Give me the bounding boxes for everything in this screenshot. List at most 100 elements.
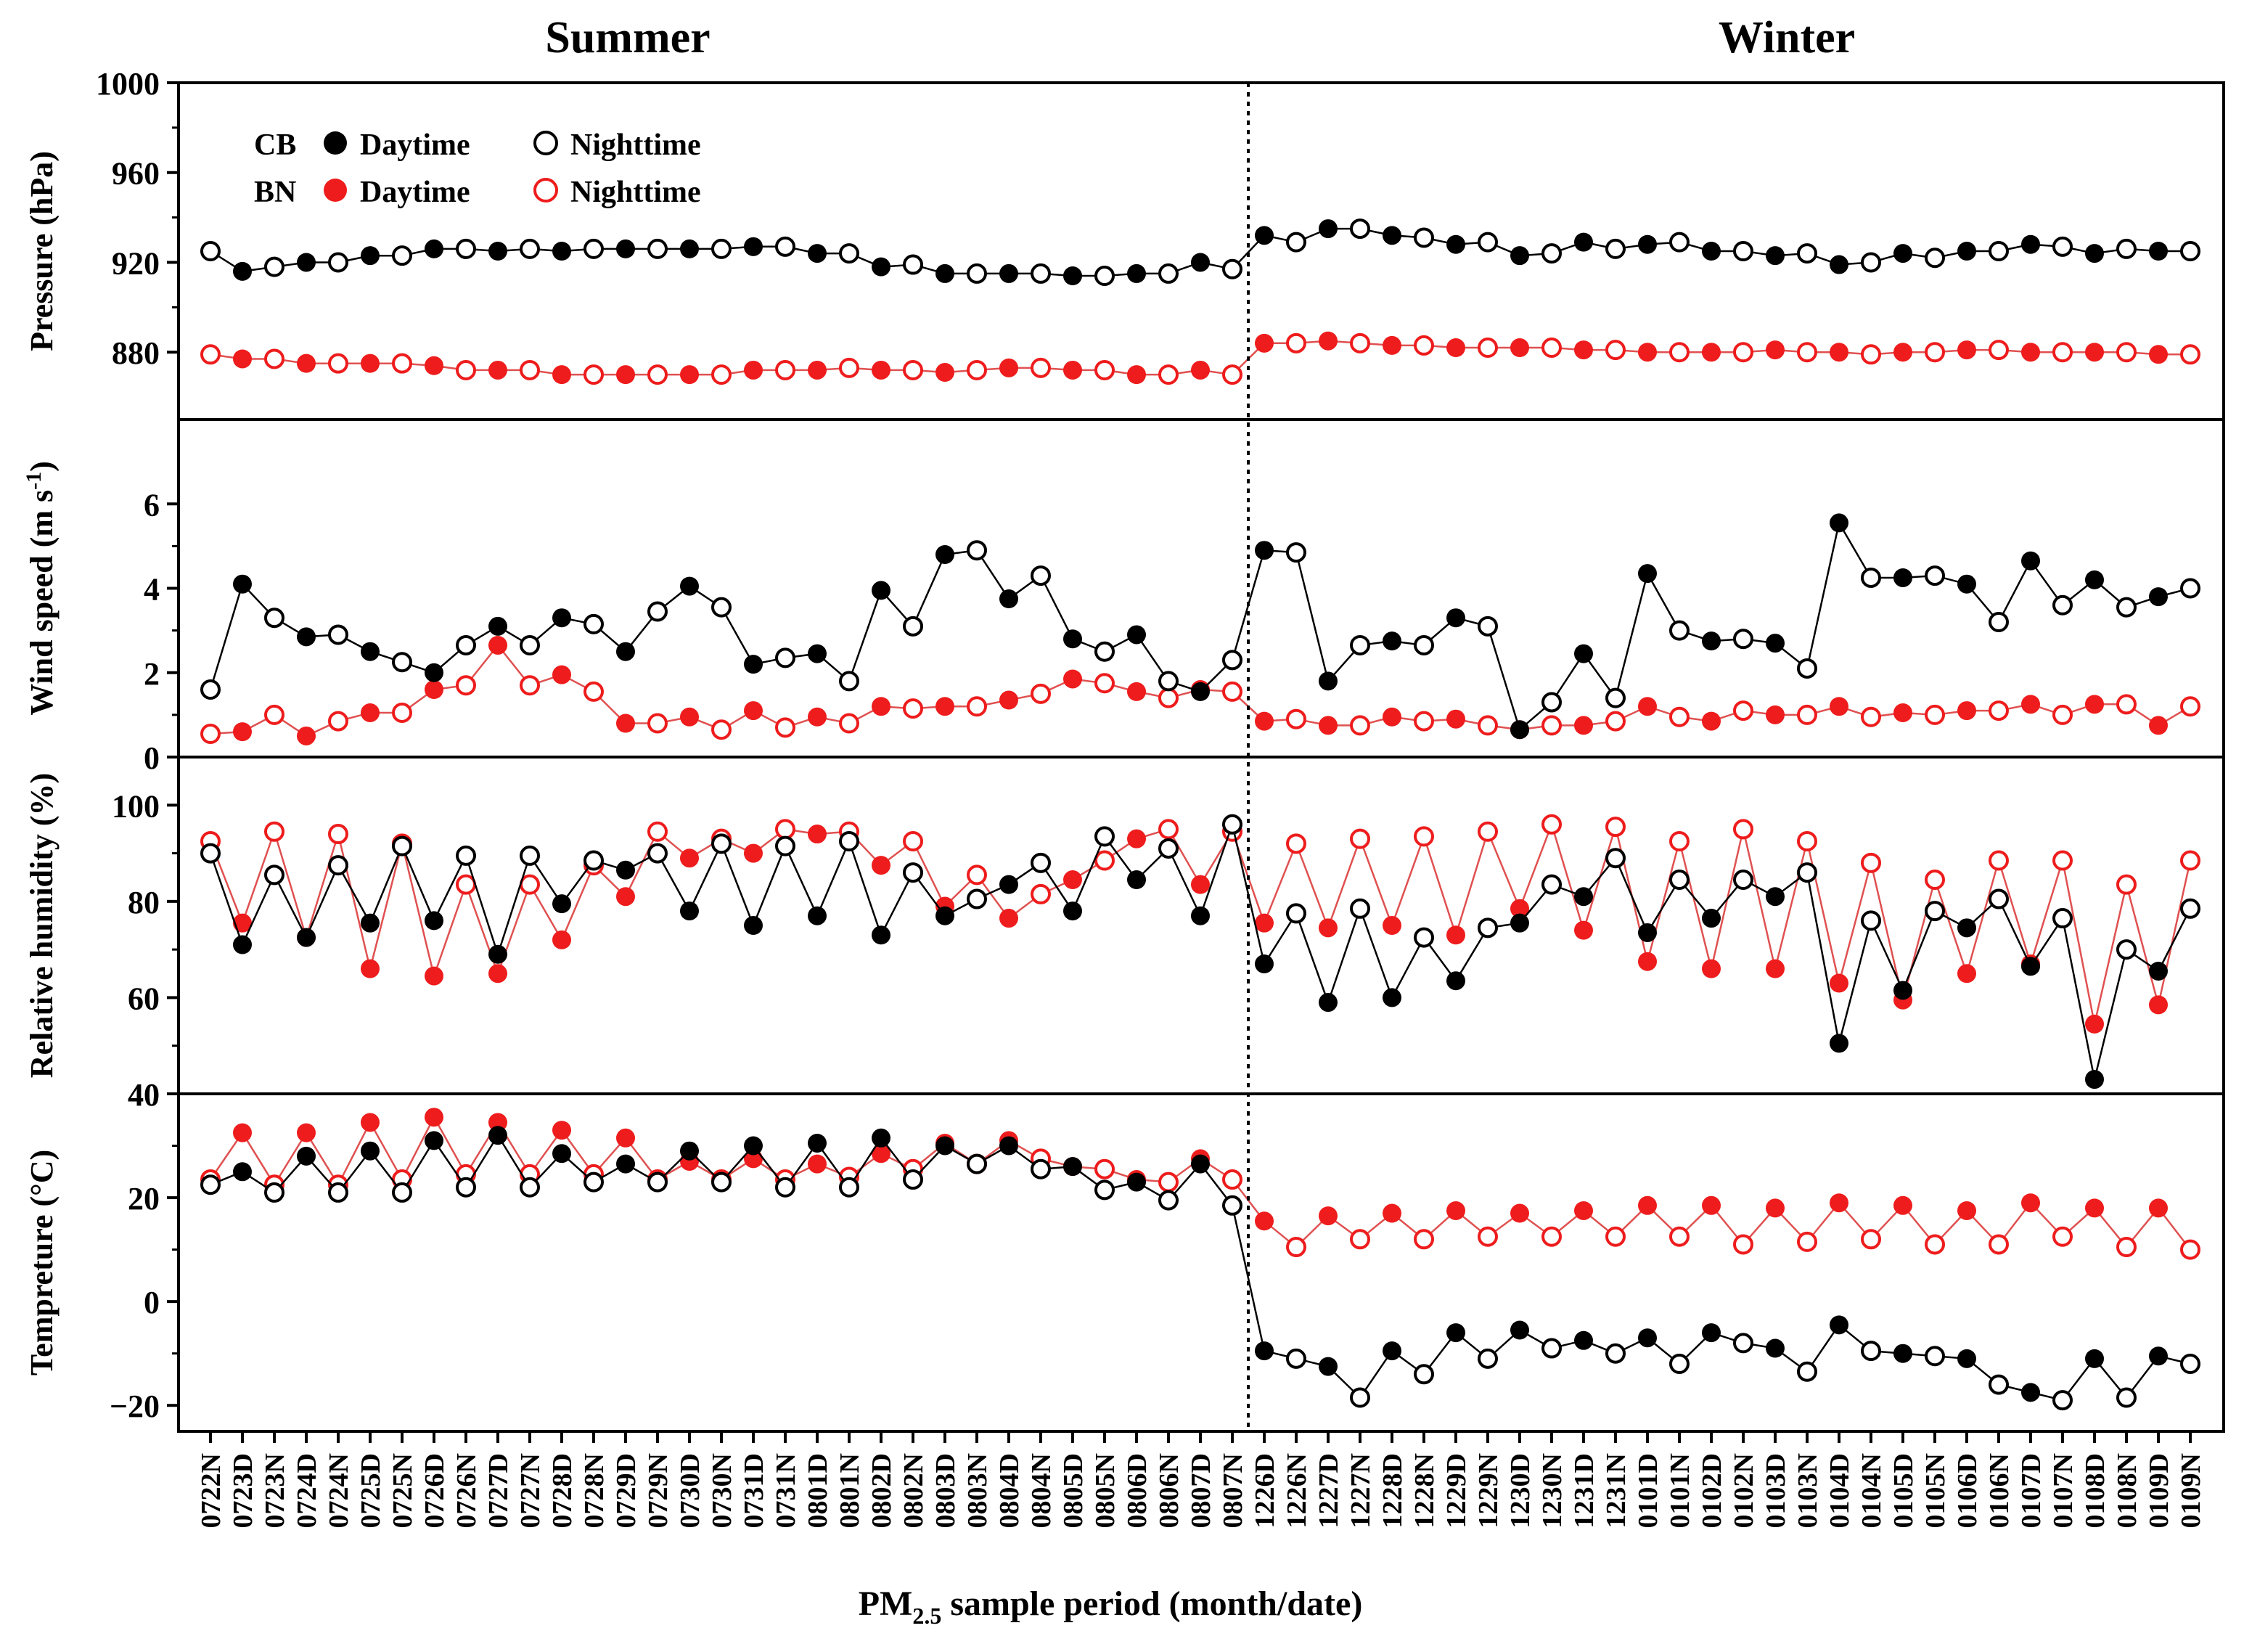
data-point-bn-day bbox=[1830, 697, 1848, 716]
data-point-cb-day bbox=[1766, 634, 1785, 653]
data-point-cb-night bbox=[1222, 1195, 1242, 1216]
data-point-bn-night bbox=[1414, 335, 1434, 356]
data-point-cb-night bbox=[328, 1182, 348, 1203]
data-point-bn-night bbox=[1350, 828, 1370, 849]
data-point-cb-night bbox=[775, 647, 795, 668]
data-point-cb-day bbox=[2149, 587, 2168, 607]
data-point-cb-night bbox=[1733, 1333, 1753, 1354]
y-axis-label-1: Wind speed (m s-1) bbox=[22, 461, 60, 716]
data-point-bn-day bbox=[2085, 1198, 2104, 1218]
data-point-cb-day bbox=[935, 1136, 954, 1156]
data-point-cb-night bbox=[392, 1182, 412, 1203]
data-point-cb-day bbox=[1830, 1315, 1848, 1335]
data-point-cb-night bbox=[967, 888, 987, 909]
data-point-bn-day bbox=[361, 703, 380, 722]
data-point-cb-day bbox=[361, 913, 380, 933]
data-point-cb-night bbox=[967, 263, 987, 284]
data-point-bn-day bbox=[808, 825, 827, 844]
data-point-bn-day bbox=[2085, 695, 2104, 714]
data-point-cb-day bbox=[1383, 1341, 1401, 1361]
x-tick-label: 0730N bbox=[707, 1453, 737, 1528]
data-point-bn-day bbox=[1574, 716, 1593, 735]
data-point-bn-night bbox=[1478, 715, 1498, 736]
data-point-bn-night bbox=[2116, 874, 2137, 895]
data-point-bn-day bbox=[1383, 707, 1401, 727]
data-point-cb-night bbox=[1861, 910, 1881, 931]
legend: CB Daytime Nighttime BN Daytime Nighttim… bbox=[254, 128, 701, 209]
data-point-cb-day bbox=[1255, 954, 1274, 974]
data-point-bn-night bbox=[520, 874, 540, 895]
data-point-bn-night bbox=[1605, 340, 1626, 361]
data-point-cb-night bbox=[1669, 1354, 1690, 1374]
data-point-bn-day bbox=[1574, 340, 1593, 360]
data-point-cb-day bbox=[2085, 570, 2104, 589]
data-point-bn-day bbox=[935, 697, 954, 716]
data-point-bn-night bbox=[328, 711, 348, 732]
x-tick-label: 0105D bbox=[1888, 1453, 1919, 1528]
data-point-cb-night bbox=[1350, 1387, 1370, 1408]
data-point-cb-day bbox=[1510, 246, 1529, 266]
data-point-bn-night bbox=[520, 675, 540, 696]
data-point-cb-night bbox=[1925, 565, 1945, 586]
data-point-cb-night bbox=[1861, 567, 1881, 588]
data-point-cb-day bbox=[1957, 1349, 1976, 1368]
data-point-cb-night bbox=[967, 540, 987, 561]
data-point-cb-night bbox=[1414, 634, 1434, 655]
data-point-bn-night bbox=[328, 353, 348, 374]
x-tick-label: 0730D bbox=[675, 1453, 705, 1528]
data-point-bn-night bbox=[1861, 852, 1881, 873]
data-point-bn-night bbox=[456, 874, 476, 895]
x-tick-label: 0728N bbox=[579, 1453, 610, 1528]
data-point-cb-night bbox=[200, 1174, 221, 1195]
data-point-cb-night bbox=[456, 845, 476, 866]
legend-bn-site: BN bbox=[254, 176, 296, 209]
data-point-cb-day bbox=[297, 253, 316, 272]
data-point-bn-day bbox=[1255, 711, 1274, 731]
data-point-cb-night bbox=[583, 850, 604, 871]
data-point-bn-day bbox=[616, 365, 635, 385]
data-point-cb-day bbox=[1957, 574, 1976, 594]
data-point-bn-night bbox=[392, 702, 412, 723]
data-point-bn-day bbox=[1191, 360, 1210, 380]
data-point-cb-day bbox=[1191, 1154, 1210, 1174]
data-point-cb-night bbox=[392, 652, 412, 673]
data-point-bn-night bbox=[1733, 342, 1753, 363]
data-point-bn-day bbox=[297, 353, 316, 373]
data-point-cb-night bbox=[839, 1177, 859, 1198]
y-tick-label: 960 bbox=[112, 156, 160, 192]
data-point-bn-night bbox=[839, 357, 859, 378]
data-point-bn-day bbox=[1383, 916, 1401, 935]
data-point-cb-night bbox=[647, 601, 668, 622]
x-tick-label: 0801N bbox=[835, 1453, 865, 1528]
data-point-cb-day bbox=[1127, 1172, 1146, 1192]
data-point-cb-day bbox=[361, 1141, 380, 1161]
data-point-bn-day bbox=[1446, 338, 1465, 358]
x-axis-label-rest: sample period (month/date) bbox=[941, 1584, 1362, 1623]
data-point-bn-night bbox=[1989, 700, 2009, 721]
y-tick-label: 0 bbox=[144, 1285, 160, 1320]
data-point-bn-night bbox=[1989, 1234, 2009, 1255]
data-point-bn-night bbox=[1286, 708, 1306, 729]
data-point-cb-day bbox=[872, 257, 890, 277]
data-point-cb-night bbox=[903, 1169, 923, 1190]
season-title-winter: Winter bbox=[1719, 13, 1855, 62]
x-tick-label: 1231D bbox=[1569, 1453, 1600, 1528]
data-point-cb-day bbox=[1191, 253, 1210, 272]
data-point-cb-night bbox=[967, 1153, 987, 1174]
data-point-bn-night bbox=[1925, 870, 1945, 891]
data-point-bn-day bbox=[1383, 1203, 1401, 1223]
data-point-bn-night bbox=[1861, 344, 1881, 365]
data-point-bn-day bbox=[1638, 952, 1657, 971]
x-tick-label: 0722N bbox=[196, 1453, 226, 1528]
data-point-bn-night bbox=[583, 364, 604, 385]
x-tick-label: 0804N bbox=[1026, 1453, 1057, 1528]
data-point-bn-night bbox=[1478, 338, 1498, 359]
data-point-bn-night bbox=[1861, 706, 1881, 727]
y-axis-label-3: Tempreture (°C) bbox=[24, 1150, 60, 1375]
data-point-cb-day bbox=[2085, 1070, 2104, 1089]
data-point-bn-day bbox=[1893, 1195, 1912, 1215]
data-point-bn-night bbox=[1925, 704, 1945, 725]
data-point-cb-day bbox=[744, 655, 763, 674]
data-point-cb-day bbox=[2085, 1349, 2104, 1368]
